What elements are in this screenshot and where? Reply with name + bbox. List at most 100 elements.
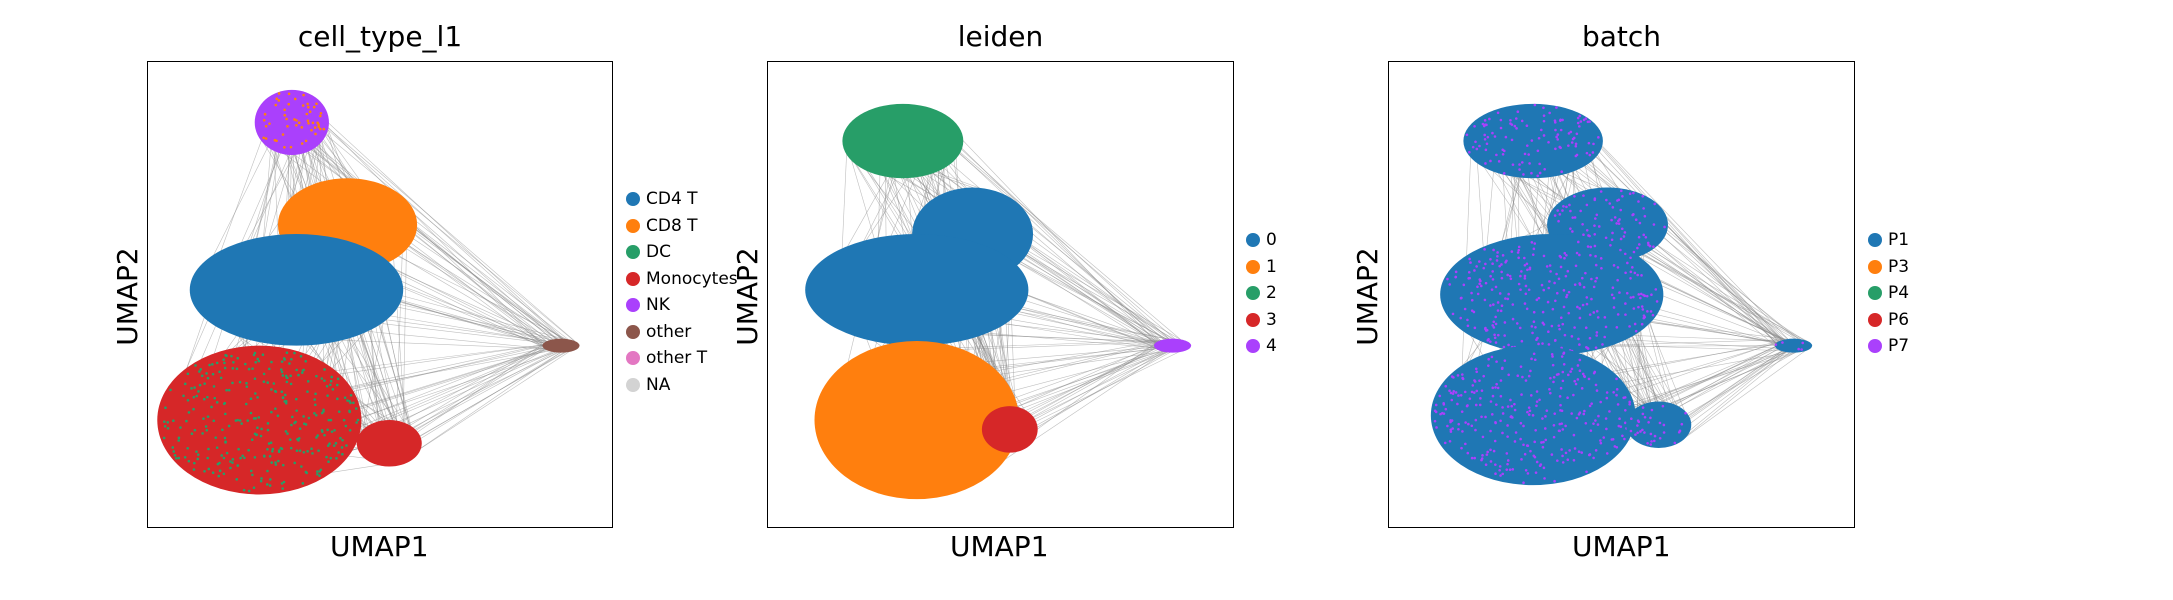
cell-point (239, 456, 242, 460)
cell-point (1561, 370, 1565, 374)
cell-point (249, 469, 253, 473)
graph-edge (1683, 349, 1807, 440)
cell-point (1581, 222, 1584, 226)
cell-point (1511, 416, 1514, 419)
cell-point (231, 381, 234, 385)
cell-point (247, 489, 251, 493)
cell-point (1465, 133, 1469, 137)
cell-point (1525, 144, 1529, 147)
cell-point (1475, 370, 1479, 374)
cell-point (1451, 427, 1454, 430)
cell-point (1573, 379, 1576, 383)
cell-point (193, 386, 196, 389)
cell-point (1484, 415, 1487, 419)
cell-point (1457, 394, 1460, 397)
cell-point (1585, 228, 1589, 232)
cell-point (1634, 329, 1638, 333)
cell-point (1578, 343, 1581, 346)
cell-point (1510, 138, 1514, 142)
cell-point (307, 416, 311, 420)
cell-point (1528, 162, 1531, 165)
cell-point (1493, 439, 1497, 443)
cell-point (1638, 221, 1642, 225)
cell-point (1561, 118, 1564, 122)
cell-point (1571, 137, 1575, 141)
cell-point (1555, 373, 1559, 376)
graph-edge (997, 346, 1181, 419)
legend-item-2: 2 (1246, 280, 1277, 307)
cell-point (225, 354, 228, 358)
cell-point (192, 468, 196, 471)
cell-point (1561, 454, 1564, 458)
cell-point (253, 432, 257, 436)
cell-point (1567, 144, 1570, 147)
cell-point (1605, 427, 1608, 431)
cell-point (1507, 373, 1510, 377)
cell-point (1475, 265, 1478, 268)
cluster-nk (254, 89, 329, 155)
cell-point (1617, 198, 1621, 202)
cell-point (1643, 431, 1646, 434)
cell-point (297, 373, 300, 377)
legend-label: P7 (1888, 336, 1910, 356)
cell-point (206, 395, 209, 399)
cell-point (1563, 256, 1566, 260)
cell-point (1541, 445, 1545, 449)
cell-point (1498, 465, 1502, 468)
legend-label: Monocytes (646, 268, 738, 289)
cell-point (1647, 420, 1650, 424)
cell-point (243, 362, 247, 366)
cell-point (1434, 403, 1438, 407)
cell-point (318, 474, 321, 477)
cell-point (1542, 288, 1546, 292)
cell-point (281, 396, 285, 399)
cell-point (238, 380, 242, 384)
cell-point (1482, 266, 1486, 270)
cell-point (1492, 303, 1495, 306)
cell-point (1469, 261, 1472, 264)
cell-point (1526, 472, 1530, 475)
cell-point (1468, 257, 1471, 261)
cell-point (1537, 136, 1541, 140)
cell-point (1629, 429, 1633, 433)
legend-item-nk: NK (626, 292, 738, 319)
cell-point (1448, 389, 1451, 393)
cell-point (271, 447, 275, 451)
cell-point (1588, 153, 1592, 157)
cell-point (1585, 203, 1589, 207)
cell-point (1530, 171, 1533, 175)
cell-point (206, 456, 209, 460)
cell-point (215, 446, 219, 449)
cell-point (1595, 389, 1599, 392)
cell-point (207, 447, 210, 451)
legend: P1 P3 P4 P6 P7 (1868, 227, 1909, 360)
cell-point (1475, 389, 1479, 393)
cell-point (1519, 421, 1523, 425)
cell-point (1482, 374, 1486, 378)
cell-point (300, 126, 304, 129)
cell-point (227, 388, 231, 392)
cell-point (1569, 209, 1572, 213)
cell-point (1574, 142, 1578, 146)
cell-point (1604, 236, 1608, 240)
y-axis-label: UMAP2 (110, 247, 144, 346)
cell-point (1563, 333, 1567, 337)
cell-point (311, 452, 314, 455)
cell-point (1573, 447, 1577, 450)
cell-point (1459, 296, 1463, 300)
cell-point (1605, 452, 1609, 455)
cell-point (1523, 277, 1527, 280)
cell-point (330, 430, 334, 433)
cell-point (177, 436, 181, 440)
cell-point (272, 382, 276, 385)
cell-point (1545, 265, 1549, 268)
cell-point (337, 410, 341, 413)
cell-point (1631, 266, 1634, 269)
cell-point (1523, 274, 1527, 278)
cell-point (1628, 325, 1631, 328)
cell-point (1576, 121, 1580, 125)
cell-point (1497, 160, 1501, 163)
legend-label: NK (646, 295, 670, 315)
cell-point (1653, 434, 1657, 438)
cell-point (1589, 245, 1593, 249)
